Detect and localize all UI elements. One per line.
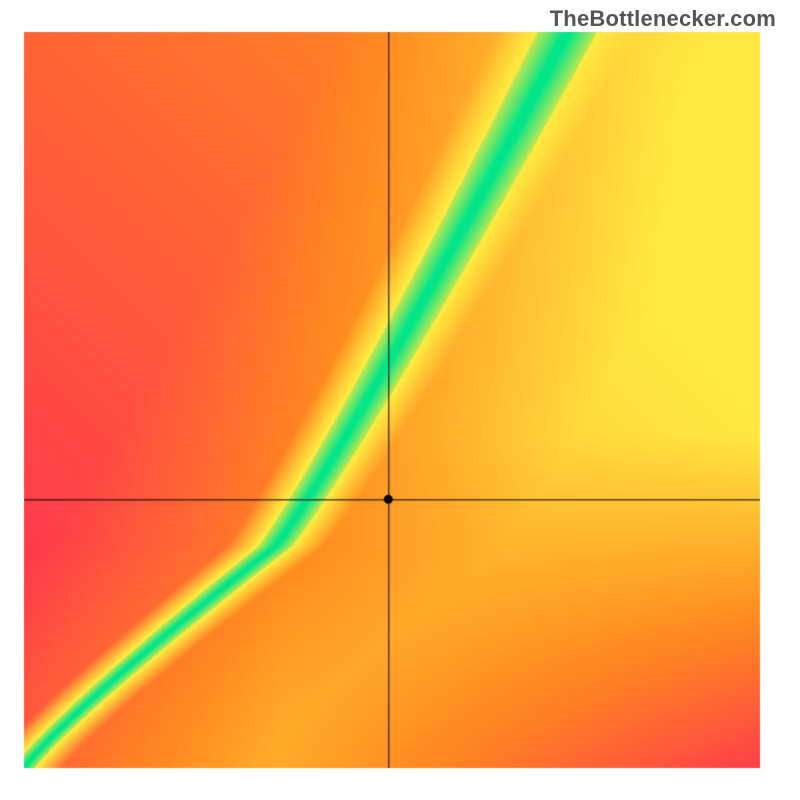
chart-container: TheBottlenecker.com: [0, 0, 800, 800]
watermark-text: TheBottlenecker.com: [550, 6, 776, 32]
bottleneck-heatmap: [0, 0, 800, 800]
